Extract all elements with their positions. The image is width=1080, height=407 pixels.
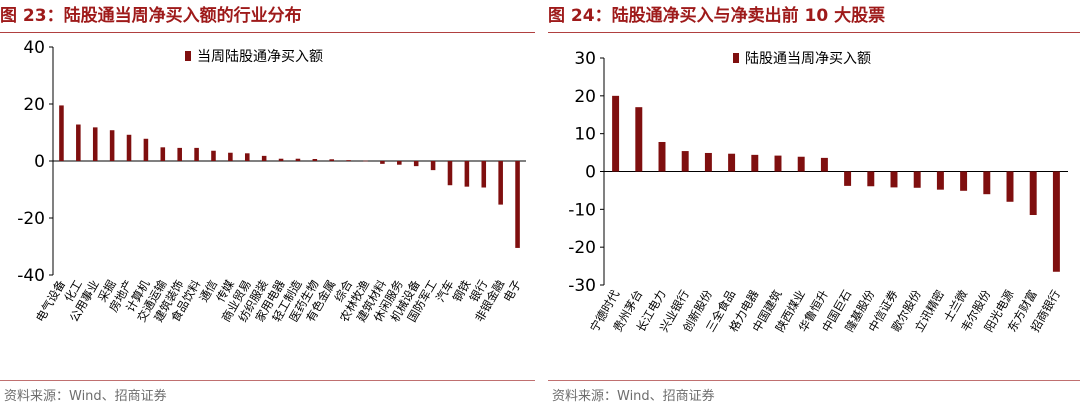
bar-chart-industry: -40-2002040电气设备化工公用事业采掘房地产计算机交通运输建筑装饰食品饮… bbox=[17, 38, 526, 324]
bar-医药生物 bbox=[312, 159, 318, 161]
source-note: 资料来源：Wind、招商证券 bbox=[552, 389, 715, 404]
bar-电气设备 bbox=[59, 105, 64, 161]
bar-三全食品 bbox=[728, 153, 736, 172]
bar-陕西煤业 bbox=[797, 156, 805, 172]
y-tick-label: 10 bbox=[574, 125, 596, 145]
bar-钢铁 bbox=[464, 161, 470, 187]
bar-计算机 bbox=[143, 138, 149, 161]
y-tick-label: 20 bbox=[23, 95, 45, 115]
bar-公用事业 bbox=[92, 127, 98, 161]
bar-宁德时代 bbox=[612, 95, 620, 172]
bar-东方财富 bbox=[1029, 171, 1037, 216]
legend: 当周陆股通净买入额 bbox=[185, 49, 323, 65]
bar-建筑装饰 bbox=[177, 147, 182, 161]
bar-休闲服务 bbox=[397, 161, 402, 165]
source-note: 资料来源：Wind、招商证券 bbox=[4, 389, 167, 404]
bar-韦尔股份 bbox=[983, 171, 991, 195]
figure-panel-left: 图 23：陆股通当周净买入额的行业分布 -40 -20 0 20 40 电气设备 化工 公用事… bbox=[0, 0, 535, 407]
bar-士兰微 bbox=[960, 171, 968, 191]
y-tick-label: -10 bbox=[568, 200, 596, 220]
bar-汽车 bbox=[447, 161, 453, 186]
legend-label: 陆股通当周净买入额 bbox=[745, 51, 871, 67]
bar-立讯精密 bbox=[936, 171, 944, 190]
y-tick-label: 0 bbox=[585, 163, 596, 183]
title-rule bbox=[0, 32, 535, 33]
bar-交通运输 bbox=[160, 147, 166, 161]
bar-中信证券 bbox=[890, 171, 898, 188]
bar-华鲁恒升 bbox=[820, 157, 828, 172]
y-tick-label: 20 bbox=[574, 87, 596, 107]
source-rule bbox=[548, 380, 1080, 381]
bar-有色金属 bbox=[329, 159, 335, 161]
y-tick-label: 30 bbox=[574, 49, 596, 69]
bar-商业贸易 bbox=[244, 153, 250, 161]
bar-中国建筑 bbox=[774, 155, 782, 172]
bar-长江电力 bbox=[658, 141, 666, 172]
bar-化工 bbox=[76, 124, 81, 161]
bar-兴业银行 bbox=[681, 151, 689, 172]
bar-农林牧渔 bbox=[363, 160, 368, 162]
bar-歌尔股份 bbox=[913, 171, 921, 188]
bar-隆基股份 bbox=[867, 171, 875, 187]
bar-阳光电源 bbox=[1006, 171, 1014, 202]
bar-综合 bbox=[346, 160, 351, 161]
bar-建筑材料 bbox=[380, 161, 385, 164]
bar-家用电器 bbox=[278, 158, 284, 161]
legend-swatch bbox=[733, 53, 739, 63]
y-tick-label: 40 bbox=[23, 38, 45, 58]
bar-纺织服装 bbox=[261, 155, 267, 161]
bar-机械设备 bbox=[413, 161, 419, 167]
bar-国防军工 bbox=[430, 161, 436, 171]
y-tick-label: -20 bbox=[17, 209, 45, 229]
figure-panel-right: 图 24：陆股通净买入与净卖出前 10 大股票 -30 -20 -10 0 10 20 30… bbox=[548, 0, 1080, 407]
bar-贵州茅台 bbox=[635, 107, 643, 172]
bar-房地产 bbox=[126, 134, 132, 161]
bar-招商银行 bbox=[1052, 171, 1060, 272]
y-tick-label: -30 bbox=[568, 276, 596, 296]
bar-传媒 bbox=[228, 152, 233, 161]
y-tick-label: 0 bbox=[34, 152, 45, 172]
figure-title: 图 23：陆股通当周净买入额的行业分布 bbox=[0, 6, 302, 26]
x-tick-label: 电子 bbox=[501, 278, 525, 305]
y-tick-label: -40 bbox=[17, 266, 45, 286]
bar-chart-top-stocks: -30-20-100102030宁德时代贵州茅台长江电力兴业银行创新股份三全食品… bbox=[568, 49, 1068, 334]
bar-创新股份 bbox=[704, 152, 712, 172]
legend: 陆股通当周净买入额 bbox=[733, 51, 871, 67]
legend-label: 当周陆股通净买入额 bbox=[197, 49, 323, 65]
bar-格力电器 bbox=[751, 154, 759, 172]
bar-非银金融 bbox=[498, 161, 503, 205]
bar-采掘 bbox=[109, 130, 115, 161]
y-tick-label: -20 bbox=[568, 238, 596, 258]
source-rule bbox=[0, 380, 535, 381]
legend-swatch bbox=[185, 51, 191, 61]
bar-中国巨石 bbox=[844, 171, 852, 186]
bar-电子 bbox=[515, 161, 520, 248]
bar-通信 bbox=[211, 150, 216, 161]
bar-食品饮料 bbox=[194, 147, 199, 161]
bar-银行 bbox=[481, 161, 487, 188]
figure-title: 图 24：陆股通净买入与净卖出前 10 大股票 bbox=[548, 6, 886, 26]
title-rule bbox=[548, 32, 1080, 33]
bar-轻工制造 bbox=[295, 158, 301, 161]
